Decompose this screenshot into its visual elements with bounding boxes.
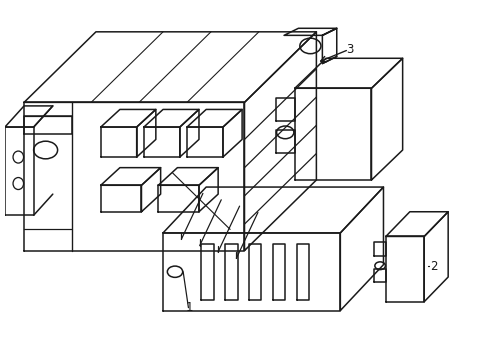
Text: 3: 3 [346,43,353,56]
Text: 1: 1 [185,301,193,314]
Text: 2: 2 [429,260,437,273]
